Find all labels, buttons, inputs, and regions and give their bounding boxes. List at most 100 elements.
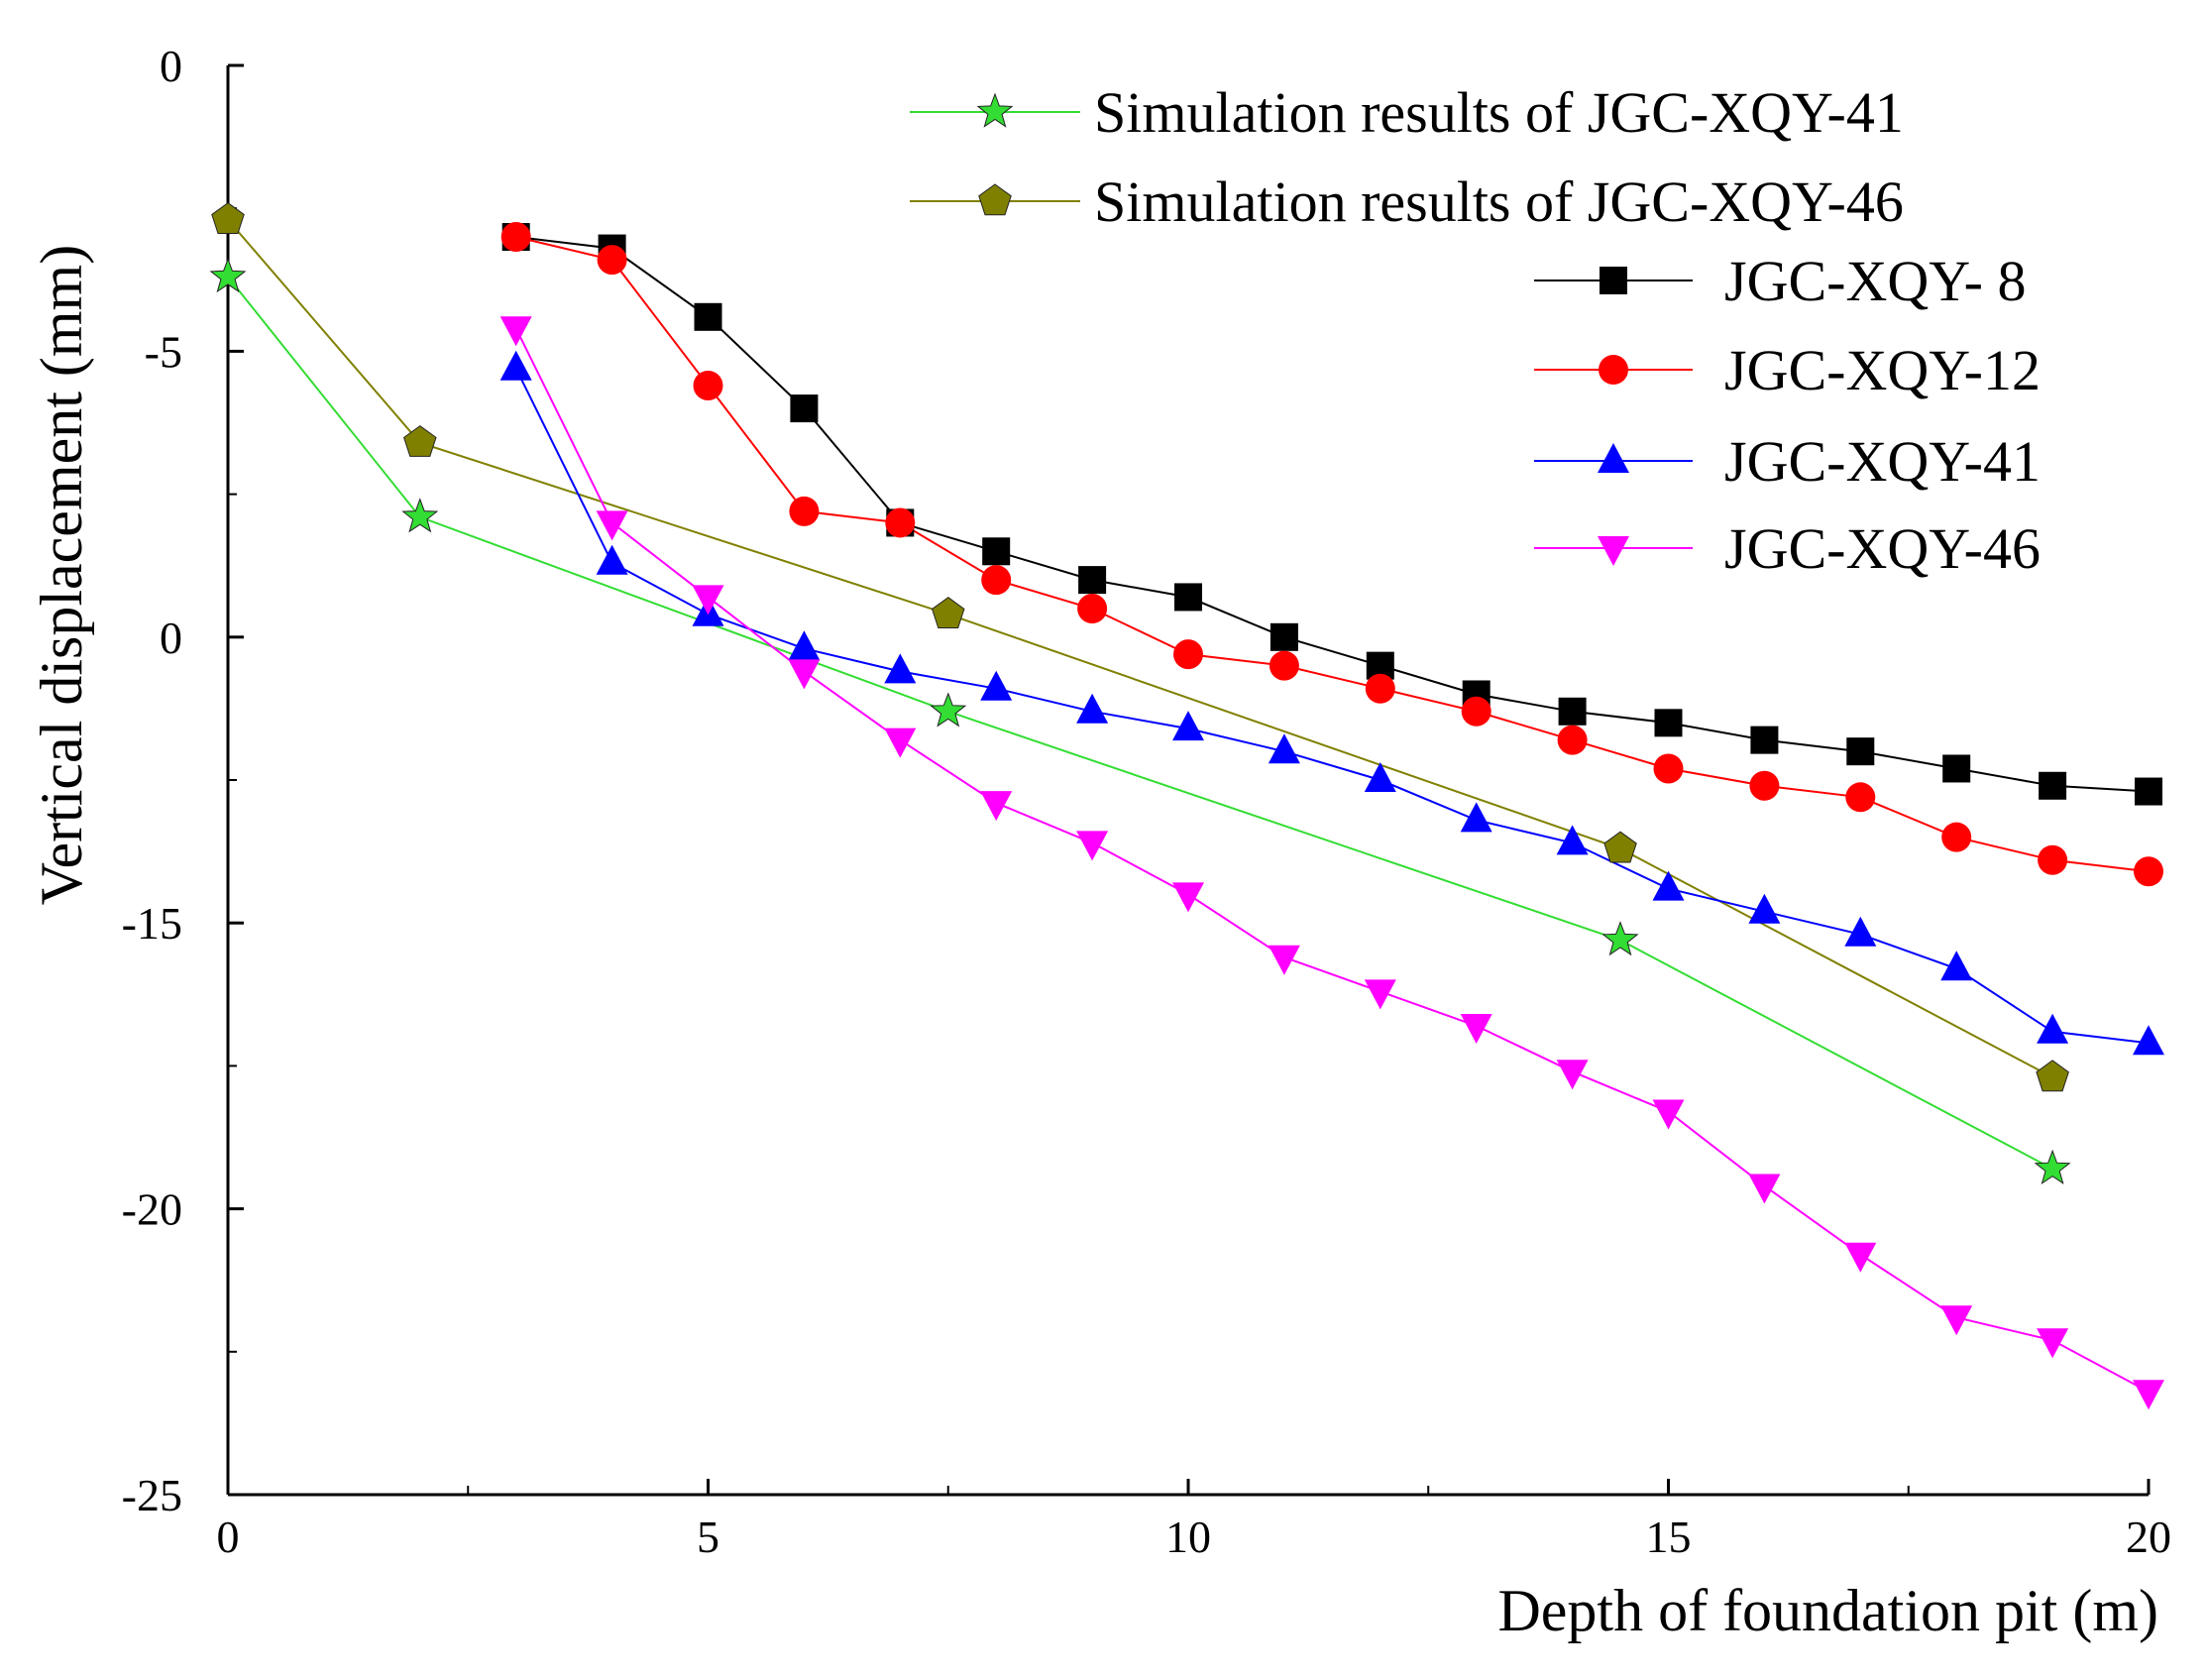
legend-marker-triangle-down bbox=[1598, 536, 1629, 566]
y-tick-label: -20 bbox=[122, 1184, 182, 1235]
data-point-triangle-down bbox=[692, 585, 724, 616]
data-point-square bbox=[2039, 771, 2067, 800]
series-line-5 bbox=[514, 368, 2150, 1045]
data-point-star bbox=[209, 257, 247, 293]
x-tick-label: 10 bbox=[1165, 1512, 1211, 1562]
data-point-triangle-up bbox=[2037, 1013, 2069, 1044]
data-point-triangle-down bbox=[1748, 1174, 1781, 1204]
data-point-square bbox=[982, 537, 1011, 566]
data-point-triangle-up bbox=[884, 653, 917, 684]
y-axis-title: Vertical displacement (mm) bbox=[29, 245, 94, 905]
data-point-triangle-down bbox=[1172, 882, 1204, 913]
data-point-triangle-down bbox=[980, 791, 1013, 822]
series-line-3 bbox=[515, 236, 2150, 793]
data-point-circle bbox=[2038, 844, 2068, 875]
series-lines bbox=[227, 219, 2150, 1394]
data-point-square bbox=[1558, 697, 1587, 726]
data-point-circle bbox=[1077, 593, 1108, 623]
x-tick-label: 5 bbox=[697, 1512, 719, 1562]
data-point-triangle-up bbox=[1172, 711, 1204, 741]
data-point-triangle-up bbox=[1748, 893, 1781, 924]
data-point-triangle-down bbox=[596, 510, 628, 541]
series-line-1 bbox=[227, 276, 2053, 1171]
data-point-triangle-down bbox=[2133, 1380, 2164, 1410]
data-point-triangle-up bbox=[1844, 916, 1877, 947]
data-point-triangle-down bbox=[1460, 1014, 1492, 1044]
data-point-pentagon bbox=[403, 425, 437, 457]
data-point-circle bbox=[885, 507, 916, 538]
data-point-circle bbox=[500, 222, 531, 253]
data-point-circle bbox=[693, 371, 723, 401]
data-point-circle bbox=[1365, 673, 1395, 704]
data-point-star bbox=[1601, 921, 1639, 956]
legend-label: JGC-XQY-12 bbox=[1724, 338, 2041, 402]
data-point-circle bbox=[1653, 753, 1684, 784]
legend-marker-star bbox=[976, 92, 1014, 128]
series-markers bbox=[209, 202, 2164, 1410]
data-point-square bbox=[790, 394, 819, 423]
data-point-square bbox=[1174, 583, 1202, 612]
data-point-triangle-down bbox=[2037, 1328, 2069, 1359]
y-tick-label: -5 bbox=[145, 326, 182, 377]
data-point-circle bbox=[2134, 856, 2163, 887]
data-point-triangle-up bbox=[1556, 825, 1589, 855]
data-point-triangle-down bbox=[1076, 831, 1109, 861]
data-point-triangle-up bbox=[1940, 951, 1973, 981]
data-point-circle bbox=[1461, 696, 1491, 727]
data-point-square bbox=[2135, 777, 2162, 806]
data-point-circle bbox=[1557, 725, 1588, 755]
legend: Simulation results of JGC-XQY-41 Simulati… bbox=[910, 80, 2041, 581]
data-point-triangle-down bbox=[1268, 945, 1300, 975]
data-point-square bbox=[694, 302, 722, 331]
data-point-square bbox=[1654, 709, 1683, 737]
x-tick-label: 15 bbox=[1646, 1512, 1692, 1562]
data-point-circle bbox=[1749, 770, 1780, 801]
data-point-triangle-up bbox=[2133, 1025, 2164, 1056]
data-point-triangle-up bbox=[1652, 870, 1685, 901]
data-point-triangle-down bbox=[1556, 1060, 1589, 1090]
data-point-triangle-up bbox=[1460, 802, 1492, 833]
data-point-pentagon bbox=[1603, 831, 1637, 863]
data-point-circle bbox=[1173, 639, 1203, 670]
data-point-triangle-up bbox=[499, 350, 532, 381]
legend-label: JGC-XQY- 8 bbox=[1724, 249, 2027, 313]
data-point-star bbox=[930, 692, 967, 728]
data-point-circle bbox=[597, 245, 627, 276]
data-point-triangle-down bbox=[499, 316, 532, 347]
x-tick-label: 20 bbox=[2126, 1512, 2171, 1562]
legend-label: Simulation results of JGC-XQY-46 bbox=[1094, 169, 1904, 234]
axes: 0 5 10 15 20 0 -5 0 -15 -20 -25 bbox=[122, 41, 2171, 1562]
data-point-star bbox=[401, 498, 439, 533]
data-point-square bbox=[1750, 726, 1779, 754]
data-point-triangle-up bbox=[1268, 733, 1300, 764]
legend-label: Simulation results of JGC-XQY-41 bbox=[1094, 80, 1904, 145]
y-tick-label: -25 bbox=[122, 1470, 182, 1520]
x-axis-title: Depth of foundation pit (m) bbox=[1497, 1578, 2158, 1643]
data-point-circle bbox=[1845, 782, 1876, 813]
data-point-triangle-up bbox=[1076, 693, 1109, 724]
data-point-circle bbox=[981, 565, 1012, 596]
data-point-triangle-up bbox=[788, 630, 821, 661]
data-point-square bbox=[1270, 622, 1298, 651]
series-line-6 bbox=[514, 327, 2150, 1394]
data-point-triangle-down bbox=[1940, 1305, 1973, 1336]
data-point-triangle-down bbox=[1364, 979, 1396, 1010]
data-point-square bbox=[1942, 754, 1971, 783]
legend-marker-pentagon bbox=[978, 183, 1012, 216]
data-point-triangle-up bbox=[980, 670, 1013, 701]
data-point-pentagon bbox=[2036, 1060, 2069, 1092]
data-point-pentagon bbox=[211, 202, 245, 234]
legend-marker-square bbox=[1600, 267, 1627, 294]
legend-label: JGC-XQY-46 bbox=[1724, 516, 2041, 581]
data-point-triangle-down bbox=[1844, 1242, 1877, 1273]
data-point-triangle-up bbox=[596, 544, 628, 575]
legend-marker-triangle-up bbox=[1598, 443, 1629, 473]
legend-label: JGC-XQY-41 bbox=[1724, 429, 2041, 494]
y-tick-label: -15 bbox=[122, 898, 182, 949]
x-tick-label: 0 bbox=[217, 1512, 240, 1562]
data-point-square bbox=[1846, 737, 1875, 766]
data-point-triangle-down bbox=[884, 728, 917, 758]
data-point-star bbox=[2034, 1149, 2071, 1184]
data-point-triangle-up bbox=[1364, 762, 1396, 792]
